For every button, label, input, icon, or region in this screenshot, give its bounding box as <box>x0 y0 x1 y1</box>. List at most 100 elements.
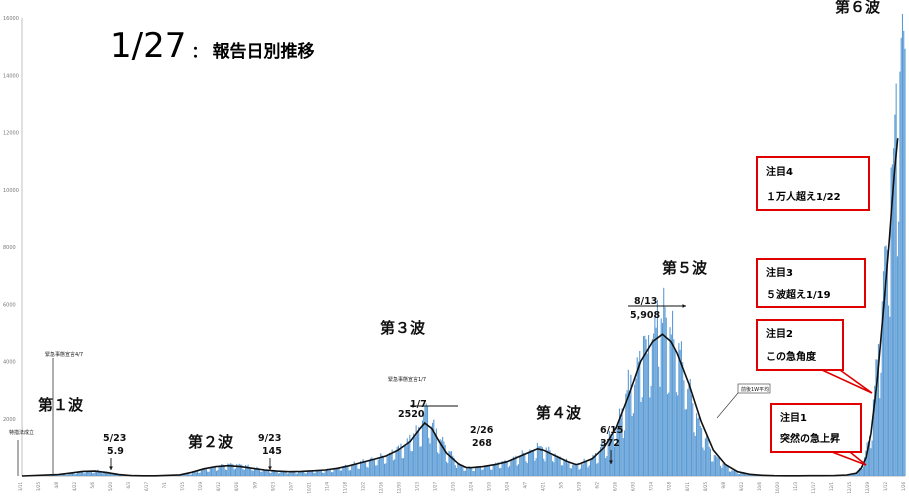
daily-bar <box>506 461 508 476</box>
daily-bar <box>93 472 95 476</box>
daily-bar <box>587 467 589 476</box>
daily-bar <box>405 445 407 476</box>
daily-bar <box>616 427 618 476</box>
emergency-declaration-note: 緊急事態宣言4/7 <box>45 351 83 358</box>
daily-bar <box>668 392 670 476</box>
y-tick-14000: 14000 <box>3 73 19 79</box>
daily-bar <box>74 474 76 476</box>
daily-bar <box>185 474 187 476</box>
daily-bar <box>870 448 872 476</box>
title-date: 1/27 <box>110 26 187 66</box>
daily-bar <box>328 470 330 476</box>
daily-bar <box>462 466 464 476</box>
daily-bar <box>290 471 292 476</box>
daily-bar <box>894 114 896 476</box>
daily-bar <box>901 13 904 476</box>
y-tick-10000: 10000 <box>3 188 19 194</box>
daily-bar <box>485 465 487 476</box>
daily-bar <box>733 470 736 476</box>
daily-bar <box>546 450 549 476</box>
daily-bar <box>401 458 403 476</box>
daily-bar <box>645 339 647 476</box>
daily-bar <box>594 453 597 476</box>
daily-bar <box>373 459 375 476</box>
daily-bar <box>559 456 561 476</box>
daily-bar <box>558 458 560 476</box>
daily-bar <box>515 455 517 476</box>
daily-bar <box>866 442 868 476</box>
x-tick-label: 10/20 <box>775 482 780 494</box>
daily-bar <box>323 472 325 476</box>
callout-4-text: １万人超え1/22 <box>766 190 841 203</box>
daily-bar <box>94 470 96 476</box>
callout-2-text: この急角度 <box>766 350 817 363</box>
daily-bar <box>212 467 214 476</box>
daily-bar <box>242 469 244 476</box>
daily-bar <box>294 471 296 476</box>
daily-bar <box>95 470 98 476</box>
wave-label: 第２波 <box>188 433 234 451</box>
daily-bar <box>544 461 546 476</box>
daily-bar <box>891 164 893 477</box>
daily-bar <box>880 372 882 476</box>
x-tick-labels: 3/11 3/25 4/8 4/22 5/6 5/20 6/3 6/17 7/1 7/15 7/29… <box>18 482 906 494</box>
daily-bar <box>60 475 62 476</box>
daily-bar <box>428 437 430 476</box>
daily-bar <box>521 450 523 476</box>
daily-bar <box>237 465 239 476</box>
daily-bar <box>674 350 676 476</box>
daily-bar <box>265 469 267 476</box>
x-tick-label: 7/29 <box>198 482 203 491</box>
daily-bar <box>338 467 340 476</box>
daily-bar <box>186 474 189 476</box>
daily-bar <box>257 467 259 476</box>
daily-bar <box>359 461 362 476</box>
daily-bar <box>269 472 271 476</box>
daily-bar <box>630 374 632 476</box>
daily-bar <box>450 451 453 476</box>
daily-bar <box>208 471 210 476</box>
x-tick-label: 2/24 <box>469 482 474 491</box>
daily-bar <box>291 471 293 476</box>
daily-bar <box>366 466 368 476</box>
daily-bar <box>516 465 518 476</box>
x-tick-label: 6/30 <box>631 482 636 491</box>
daily-bar <box>267 469 269 476</box>
annotation-value: 268 <box>472 438 492 449</box>
daily-bar <box>644 335 646 476</box>
x-tick-label: 3/11 <box>18 482 23 491</box>
daily-bar <box>888 305 890 476</box>
daily-bar <box>461 464 463 476</box>
daily-bar <box>88 470 90 476</box>
daily-bar <box>319 470 321 476</box>
daily-bar <box>598 453 600 476</box>
daily-bar <box>304 473 306 476</box>
daily-bar <box>655 327 657 476</box>
daily-bar <box>899 71 901 477</box>
daily-bar <box>98 471 100 476</box>
daily-bar <box>593 456 595 476</box>
daily-bar <box>708 446 710 476</box>
daily-bar <box>351 464 353 476</box>
daily-bar <box>871 440 873 476</box>
daily-bar <box>877 343 880 476</box>
daily-bar <box>299 471 301 476</box>
daily-bar <box>250 467 252 476</box>
daily-bar <box>721 467 723 476</box>
daily-bar <box>613 446 616 476</box>
callout-2-title: 注目2 <box>766 327 793 340</box>
daily-bar <box>193 472 195 476</box>
daily-bar <box>511 458 513 476</box>
daily-bar <box>375 465 377 476</box>
daily-bar <box>435 428 437 476</box>
daily-bar <box>469 467 471 476</box>
daily-bar <box>745 473 747 476</box>
daily-bar <box>64 474 66 476</box>
annotation-value: 145 <box>262 446 282 457</box>
legend-pointer <box>716 392 739 419</box>
daily-bar <box>195 472 197 476</box>
daily-bar <box>346 466 348 476</box>
x-tick-label: 4/8 <box>54 482 59 489</box>
daily-bar <box>612 432 614 476</box>
daily-bar <box>337 468 339 476</box>
